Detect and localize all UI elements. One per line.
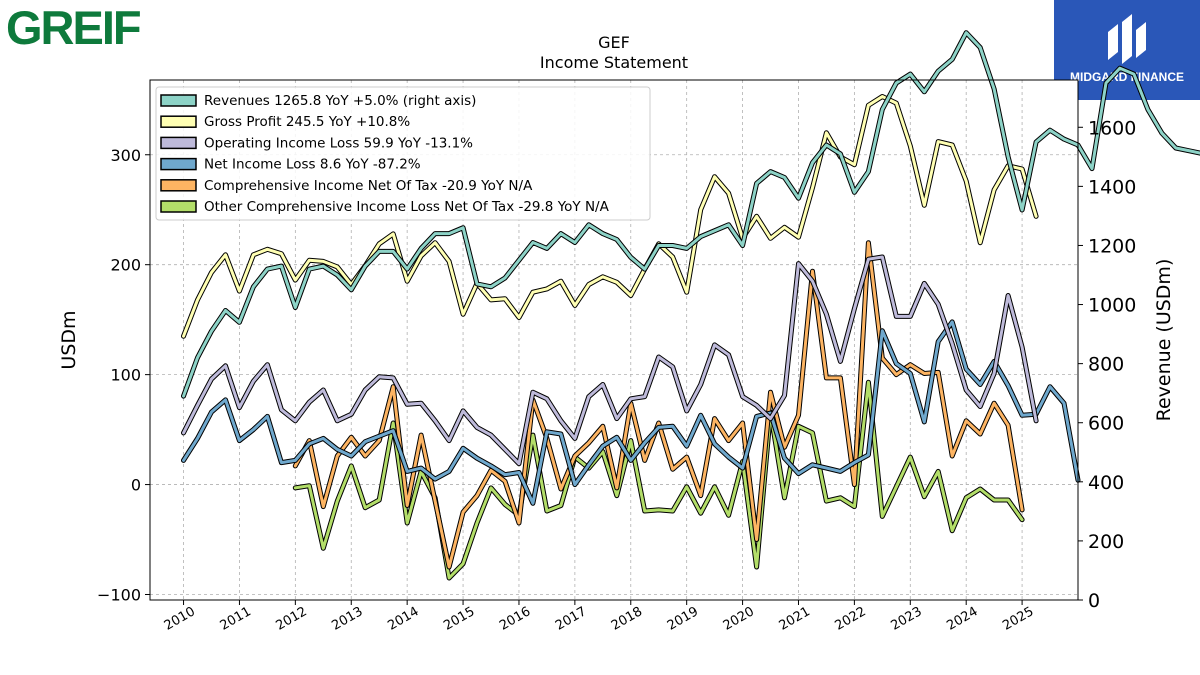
series-line-operating_income — [182, 255, 1038, 466]
y-tick-label: 200 — [110, 256, 141, 275]
legend-swatch — [160, 94, 197, 107]
x-tick-label: 2018 — [609, 604, 645, 634]
y-right-tick-label: 1000 — [1088, 295, 1136, 317]
legend-label: Revenues 1265.8 YoY +5.0% (right axis) — [204, 93, 476, 109]
y-tick-label: 100 — [110, 366, 141, 385]
legend-label: Other Comprehensive Income Loss Net Of T… — [204, 199, 610, 215]
plot-frame — [149, 79, 1079, 601]
legend-swatch — [160, 200, 197, 213]
legend-swatch — [160, 136, 197, 150]
x-tick-label: 2014 — [385, 604, 421, 634]
legend-swatch — [160, 157, 197, 171]
x-tick-label: 2022 — [833, 604, 869, 634]
y-tick-label: −100 — [97, 586, 141, 605]
x-tick-label: 2025 — [1000, 604, 1036, 634]
y-tick-label: 300 — [110, 146, 141, 165]
x-tick-label: 2016 — [497, 604, 533, 634]
midgard-logo-icon — [1108, 14, 1146, 64]
y-right-tick-label: 0 — [1088, 590, 1100, 612]
y-right-tick-label: 800 — [1088, 354, 1124, 376]
legend-swatch — [160, 115, 197, 128]
x-tick-label: 2024 — [944, 604, 980, 634]
legend-label: Net Income Loss 8.6 YoY -87.2% — [204, 157, 421, 173]
series-line-gross_profit — [182, 95, 1038, 338]
x-tick-label: 2010 — [162, 604, 198, 634]
y-right-tick-label: 1200 — [1088, 235, 1136, 257]
y-right-tick-label: 1600 — [1088, 117, 1136, 139]
x-tick-label: 2012 — [274, 604, 310, 634]
y-right-axis-label: Revenue (USDm) — [1153, 259, 1175, 422]
y-right-tick-label: 1400 — [1088, 176, 1136, 198]
legend-swatch — [160, 179, 197, 192]
series-line-net_income — [182, 320, 1080, 505]
x-tick-label: 2017 — [553, 604, 589, 634]
y-right-tick-label: 600 — [1088, 413, 1124, 435]
chart-subtitle: Income Statement — [540, 53, 688, 72]
chart-title: GEF — [598, 33, 630, 52]
y-right-tick-label: 200 — [1088, 531, 1124, 553]
greif-logo: GREIF — [6, 1, 142, 54]
legend-label: Operating Income Loss 59.9 YoY -13.1% — [204, 135, 473, 151]
y-tick-label: 0 — [131, 476, 141, 495]
midgard-brand-text: MIDGARD FINANCE — [1070, 70, 1184, 84]
x-tick-label: 2013 — [329, 604, 365, 634]
x-tick-label: 2011 — [218, 604, 254, 634]
series-line-revenues — [182, 31, 1200, 398]
y-axis-label: USDm — [58, 310, 80, 369]
series-line-other_comprehensive — [293, 380, 1024, 580]
y-right-tick-label: 400 — [1088, 472, 1124, 494]
series-line-comprehensive_income — [293, 241, 1024, 569]
x-tick-label: 2019 — [665, 604, 701, 634]
legend-box — [155, 86, 651, 221]
legend-label: Gross Profit 245.5 YoY +10.8% — [204, 114, 410, 130]
x-tick-label: 2020 — [721, 604, 757, 634]
x-tick-label: 2023 — [888, 604, 924, 634]
legend-label: Comprehensive Income Net Of Tax -20.9 Yo… — [204, 178, 533, 194]
x-tick-label: 2015 — [441, 604, 477, 634]
x-tick-label: 2021 — [777, 604, 813, 634]
